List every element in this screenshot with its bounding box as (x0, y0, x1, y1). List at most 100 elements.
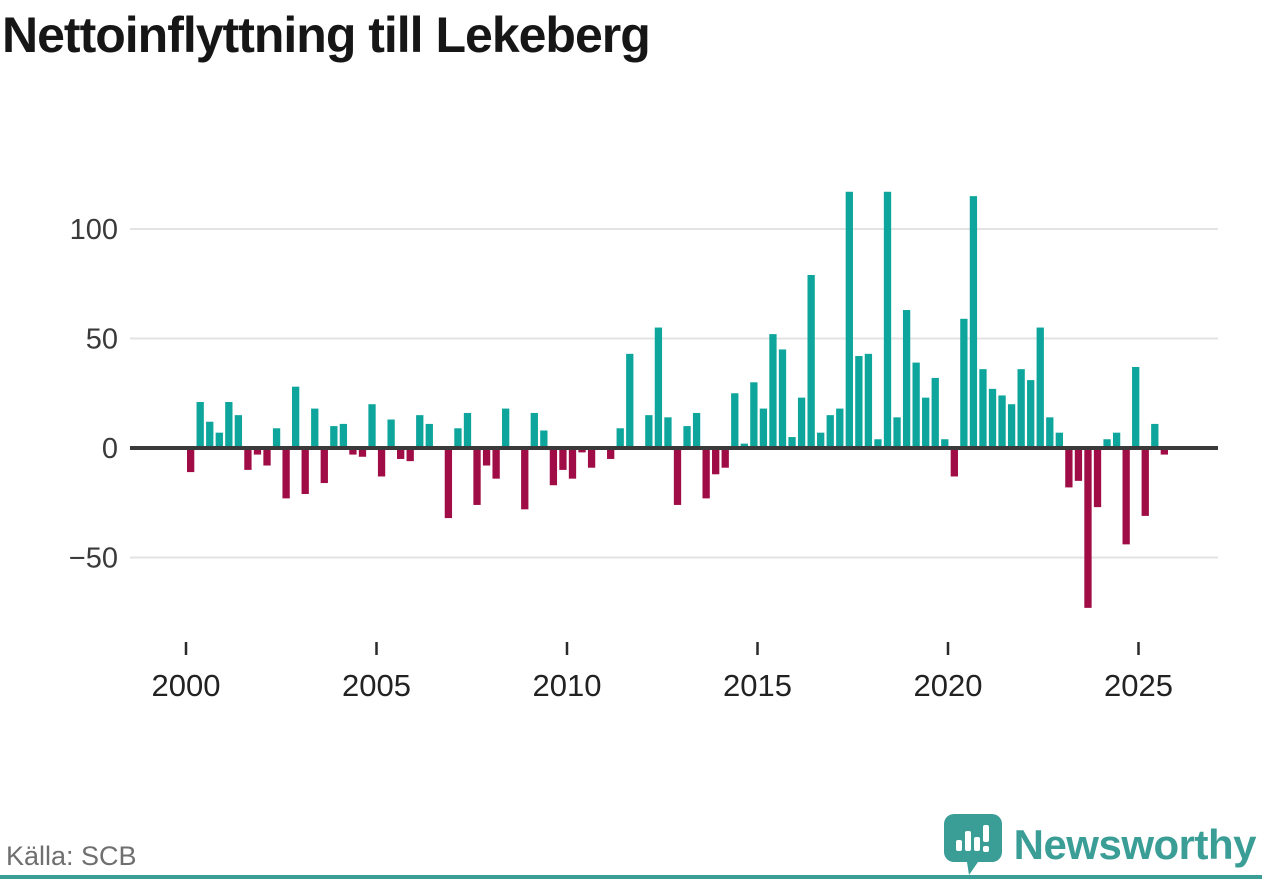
chart-bar (549, 448, 558, 486)
chart-bar (473, 448, 481, 505)
chart-bar (616, 428, 624, 448)
chart-bar (855, 356, 863, 448)
chart-bar (1036, 327, 1044, 448)
chart-bar (797, 397, 806, 448)
chart-bar (272, 428, 281, 448)
y-tick-label: 0 (102, 433, 118, 465)
chart-bar (521, 448, 529, 510)
x-tick-label: 2015 (723, 668, 792, 703)
chart-bar (1132, 366, 1140, 448)
chart-bar (864, 353, 873, 448)
chart-bar (1046, 417, 1054, 448)
chart-bar (778, 349, 787, 448)
chart-bar (1151, 423, 1159, 448)
chart-bar (215, 432, 223, 448)
chart-bar (425, 423, 433, 448)
chart-bar (234, 415, 243, 448)
y-tick-label: 100 (70, 214, 118, 246)
chart-bar (1055, 432, 1063, 448)
chart-bar (607, 448, 615, 459)
chart-bar (721, 448, 729, 468)
chart-bar (368, 404, 376, 448)
chart-bar (960, 318, 968, 448)
chart-bar (826, 415, 834, 448)
chart-bar (645, 415, 653, 448)
chart-bar (1160, 448, 1168, 455)
chart-bar (664, 417, 672, 448)
chart-bar (654, 327, 663, 448)
chart-bar (712, 448, 720, 475)
chart-bar (922, 397, 930, 448)
chart-bar (187, 448, 195, 473)
chart-bar (750, 382, 758, 448)
chart-bar (702, 448, 710, 499)
chart-bar (912, 362, 920, 448)
chart-bar (941, 439, 949, 448)
chart-bar (979, 369, 987, 448)
brand-name: Newsworthy (1013, 821, 1257, 868)
chart-bar (244, 448, 252, 470)
chart-bar (568, 448, 577, 479)
chart-bar (1141, 448, 1149, 516)
chart-bar (817, 432, 825, 448)
chart-bar (301, 448, 309, 494)
chart-bar (377, 448, 386, 477)
chart-bar (969, 196, 978, 448)
chart-bar (282, 448, 290, 499)
chart-bar (769, 334, 777, 448)
chart-bar (1103, 439, 1111, 448)
chart-title: Nettoinflyttning till Lekeberg (2, 7, 651, 63)
x-tick-label: 2005 (342, 668, 411, 703)
y-tick-label: −50 (69, 543, 118, 575)
chart-bar (416, 415, 424, 448)
chart-bar (1074, 448, 1083, 481)
brand-logo: Newsworthy (943, 814, 1257, 876)
x-tick-label: 2000 (152, 668, 221, 703)
chart-bar (759, 408, 768, 448)
chart-bar (225, 402, 233, 448)
chart-bar (902, 310, 911, 448)
chart-bar (788, 437, 796, 448)
chart-bar (292, 386, 300, 448)
chart-bar (339, 423, 348, 448)
chart-bar (311, 408, 319, 448)
chart-bar (1017, 369, 1025, 448)
chart-bar (1122, 448, 1130, 545)
chart-bar (836, 408, 844, 448)
chart-bar (740, 443, 748, 448)
chart-bar (206, 421, 214, 448)
chart-bar (454, 428, 462, 448)
chart-bar (874, 439, 882, 448)
chart-bar (253, 448, 262, 455)
chart-bar (502, 408, 510, 448)
chart-bar (692, 412, 701, 448)
chart-bar (1112, 432, 1121, 448)
chart-bar (626, 353, 634, 448)
chart-bar (1065, 448, 1073, 488)
chart-bar (578, 448, 586, 453)
chart-bar (587, 448, 596, 468)
chart-bar (559, 448, 567, 470)
chart-bar (482, 448, 491, 466)
chart-bar (463, 412, 472, 448)
chart-bar (263, 448, 271, 466)
chart-bar (492, 448, 500, 479)
chart-bar (931, 377, 939, 448)
source-note: Källa: SCB (6, 841, 137, 871)
chart-bar (196, 402, 204, 448)
chart-bar (950, 448, 958, 477)
chart-bar (731, 393, 739, 448)
chart-bar (397, 448, 405, 459)
chart-bar (673, 448, 682, 505)
chart-bar (530, 412, 538, 448)
chart-bar (540, 430, 548, 448)
chart-bar (358, 448, 367, 457)
chart-bar (349, 448, 357, 455)
chart-bar (1007, 404, 1016, 448)
chart-bar (883, 191, 892, 448)
bottom-accent-border (0, 875, 1262, 879)
x-tick-label: 2020 (914, 668, 983, 703)
chart-bar (330, 426, 338, 448)
chart-bar (807, 274, 815, 448)
